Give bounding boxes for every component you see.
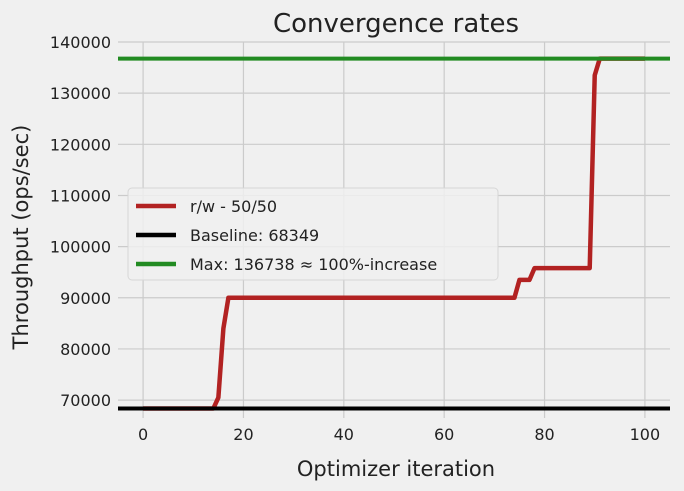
tick-labels: 0 20 40 60 80 100 70000 80000 90000 100000 110000 1… bbox=[50, 33, 660, 444]
x-axis-label: Optimizer iteration bbox=[297, 457, 495, 481]
series-layer bbox=[118, 56, 670, 411]
y-tick-label: 120000 bbox=[50, 135, 111, 154]
x-tick-label: 60 bbox=[434, 425, 454, 444]
y-tick-label: 140000 bbox=[50, 33, 111, 52]
legend-label-2: Max: 136738 ≈ 100%-increase bbox=[190, 255, 437, 274]
x-tick-label: 100 bbox=[630, 425, 661, 444]
y-tick-label: 130000 bbox=[50, 84, 111, 103]
x-tick-label: 40 bbox=[334, 425, 354, 444]
x-tick-label: 20 bbox=[233, 425, 253, 444]
y-tick-label: 90000 bbox=[60, 289, 111, 308]
legend: r/w - 50/50 Baseline: 68349 Max: 136738 ≈ … bbox=[127, 187, 499, 281]
y-tick-label: 80000 bbox=[60, 340, 111, 359]
legend-box bbox=[127, 187, 499, 281]
y-axis-label: Throughput (ops/sec) bbox=[9, 125, 33, 351]
y-tick-label: 100000 bbox=[50, 238, 111, 257]
series-line-0 bbox=[143, 56, 645, 411]
chart-title: Convergence rates bbox=[273, 9, 519, 39]
x-tick-label: 0 bbox=[138, 425, 148, 444]
y-tick-label: 70000 bbox=[60, 391, 111, 410]
x-tick-label: 80 bbox=[534, 425, 554, 444]
y-tick-label: 110000 bbox=[50, 186, 111, 205]
legend-label-0: r/w - 50/50 bbox=[190, 197, 277, 216]
legend-label-1: Baseline: 68349 bbox=[190, 226, 319, 245]
